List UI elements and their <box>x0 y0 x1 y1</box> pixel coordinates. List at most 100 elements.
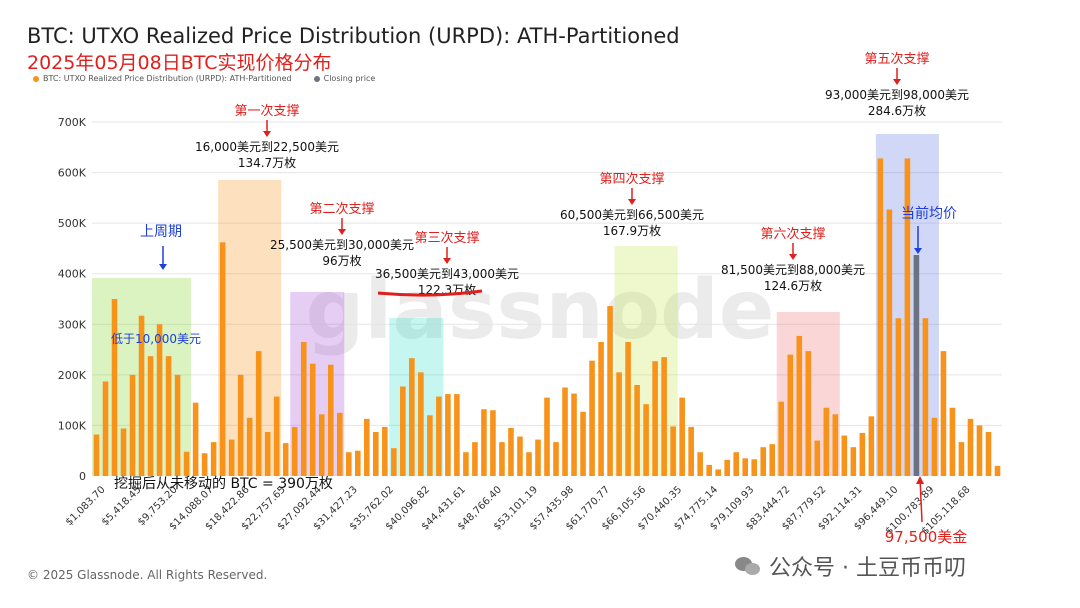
support1-label: 第一次支撑 <box>234 103 299 119</box>
urpd-bar <box>859 433 866 476</box>
support5-arrow-head <box>893 79 901 85</box>
urpd-bar <box>985 432 992 476</box>
wechat-icon <box>735 555 761 577</box>
y-tick-label: 0 <box>79 470 86 483</box>
urpd-bar <box>679 397 685 476</box>
urpd-bar <box>544 397 550 476</box>
urpd-bar <box>940 351 947 476</box>
urpd-bar <box>445 394 451 476</box>
urpd-bar <box>427 415 433 476</box>
urpd-bar <box>895 318 902 476</box>
legend: BTC: UTXO Realized Price Distribution (U… <box>33 74 375 83</box>
urpd-bar <box>643 404 649 476</box>
x-axis: $1,083.70$5,418.45$9,753.20$14,088.07$18… <box>64 484 973 537</box>
urpd-bar <box>967 418 974 476</box>
y-tick-label: 400K <box>58 268 87 281</box>
urpd-bar <box>418 372 424 476</box>
support4-label: 第四次支撑 <box>599 171 664 187</box>
urpd-bar <box>796 335 803 476</box>
urpd-bar <box>147 356 154 476</box>
urpd-bar <box>526 452 532 476</box>
band-support-3 <box>389 318 444 476</box>
urpd-bar <box>742 458 749 476</box>
urpd-bar <box>553 442 559 476</box>
urpd-bar <box>499 442 505 476</box>
y-tick-label: 100K <box>58 419 87 432</box>
copyright: © 2025 Glassnode. All Rights Reserved. <box>27 568 268 582</box>
urpd-bar <box>120 428 127 476</box>
support6-range: 81,500美元到88,000美元 <box>721 263 865 277</box>
urpd-bar <box>904 158 911 476</box>
urpd-bar <box>949 407 956 476</box>
support4-arrow-head <box>628 199 636 205</box>
urpd-bar <box>219 242 226 476</box>
urpd-bar <box>382 426 388 476</box>
y-axis: 0 100K 200K 300K 400K 500K 600K 700K <box>58 116 87 483</box>
urpd-bar <box>409 358 415 476</box>
urpd-bar <box>291 426 298 476</box>
urpd-bar <box>373 432 379 476</box>
support2-amount: 96万枚 <box>322 253 361 268</box>
legend-urpd-label: BTC: UTXO Realized Price Distribution (U… <box>43 74 292 83</box>
support3-arrow-head <box>443 258 451 264</box>
support4-amount: 167.9万枚 <box>603 223 661 238</box>
urpd-bar <box>832 414 839 476</box>
urpd-bar <box>625 341 631 476</box>
support6-label: 第六次支撑 <box>760 226 825 242</box>
urpd-bar <box>282 443 289 476</box>
urpd-bar <box>255 351 262 476</box>
urpd-bar <box>841 435 848 476</box>
urpd-bar <box>931 417 938 476</box>
y-tick-label: 300K <box>58 318 87 331</box>
urpd-bar <box>201 453 208 476</box>
urpd-bar <box>192 402 199 476</box>
urpd-bar <box>111 299 118 476</box>
support2-range: 25,500美元到30,000美元 <box>270 238 414 252</box>
last-week-arrow-head <box>159 264 167 270</box>
legend-closing-label: Closing price <box>323 74 376 83</box>
urpd-bar <box>706 464 712 476</box>
urpd-bar <box>823 407 830 476</box>
urpd-bar <box>264 432 271 476</box>
urpd-bar <box>364 418 370 476</box>
band-support-2 <box>290 292 345 476</box>
urpd-bar <box>463 452 469 476</box>
urpd-bar <box>454 394 460 476</box>
urpd-bar <box>165 356 172 476</box>
legend-closing-dot <box>313 75 320 82</box>
urpd-bar <box>273 396 280 476</box>
urpd-bar <box>174 374 181 476</box>
urpd-bar <box>183 451 190 476</box>
urpd-bar <box>634 384 640 476</box>
support5-range: 93,000美元到98,000美元 <box>825 88 969 102</box>
urpd-bar <box>886 209 893 476</box>
urpd-bar <box>129 374 136 476</box>
urpd-bar <box>814 440 821 476</box>
current-avg-label: 当前均价 <box>901 205 957 222</box>
chart-subtitle: 2025年05月08日BTC实现价格分布 <box>27 52 332 74</box>
support1-amount: 134.7万枚 <box>238 155 296 170</box>
support-highlights <box>92 134 939 476</box>
support3-label: 第三次支撑 <box>414 230 479 246</box>
urpd-bar <box>354 450 361 476</box>
support3-range: 36,500美元到43,000美元 <box>375 267 519 281</box>
urpd-bar <box>481 409 487 476</box>
urpd-bar <box>850 447 857 476</box>
urpd-bar <box>391 448 397 476</box>
urpd-bar <box>805 351 812 476</box>
urpd-bar <box>670 426 676 476</box>
urpd-bar <box>508 427 514 476</box>
y-tick-label: 200K <box>58 369 87 382</box>
urpd-bar <box>228 439 235 476</box>
urpd-bar <box>922 318 929 476</box>
urpd-bar <box>760 447 767 476</box>
urpd-bar <box>210 442 217 476</box>
urpd-bar <box>688 426 694 476</box>
support6-arrow-head <box>789 254 797 260</box>
bar-series <box>93 158 1001 476</box>
urpd-bar <box>93 434 100 476</box>
urpd-bar <box>436 396 442 476</box>
urpd-bar <box>580 411 586 476</box>
urpd-bar <box>697 452 703 476</box>
